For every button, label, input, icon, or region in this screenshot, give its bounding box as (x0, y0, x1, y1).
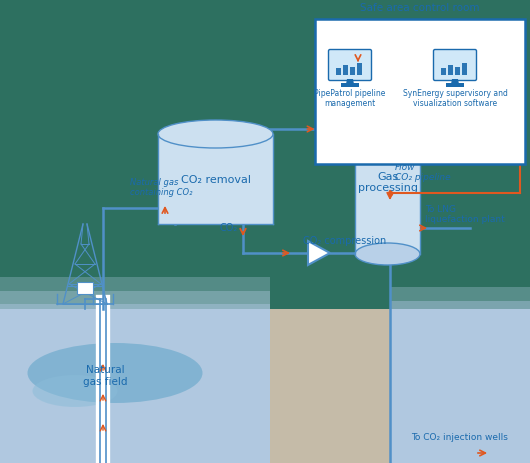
Bar (441, 69, 446, 76)
Text: To LNG
liquefaction plant: To LNG liquefaction plant (425, 204, 505, 224)
Bar (315, 20, 525, 165)
Text: Gas
processing: Gas processing (358, 171, 418, 193)
Text: SynEnergy supervisory and
visualization software: SynEnergy supervisory and visualization … (403, 89, 507, 108)
Polygon shape (390, 288, 530, 309)
Polygon shape (308, 242, 330, 265)
Polygon shape (0, 277, 270, 309)
Text: Flow
CO₂ pipeline: Flow CO₂ pipeline (395, 162, 450, 181)
Bar (350, 68, 355, 76)
Text: Safe area control room: Safe area control room (360, 3, 480, 13)
Text: Natural gas
containing CO₂: Natural gas containing CO₂ (130, 177, 192, 197)
Polygon shape (451, 80, 459, 85)
Polygon shape (0, 0, 530, 309)
Polygon shape (270, 309, 390, 463)
Ellipse shape (28, 343, 202, 403)
Bar (462, 64, 467, 76)
Text: Natural
gas field: Natural gas field (83, 364, 127, 386)
Ellipse shape (355, 111, 420, 149)
Polygon shape (390, 309, 530, 463)
Text: CO₂ compression: CO₂ compression (303, 236, 386, 245)
FancyBboxPatch shape (434, 50, 476, 81)
Bar (355, 130, 420, 255)
Polygon shape (390, 301, 530, 309)
Ellipse shape (32, 375, 118, 407)
Bar (448, 65, 453, 76)
Text: PipePatrol pipeline
management: PipePatrol pipeline management (314, 89, 386, 108)
Bar (455, 68, 460, 76)
Polygon shape (0, 309, 270, 463)
Text: CO₂ removal: CO₂ removal (181, 175, 251, 185)
Polygon shape (346, 80, 354, 85)
Bar (446, 84, 464, 88)
Bar (357, 64, 362, 76)
Bar (341, 84, 359, 88)
Ellipse shape (158, 121, 273, 149)
Ellipse shape (355, 244, 420, 265)
Bar (343, 65, 348, 76)
Bar (77, 282, 93, 294)
Polygon shape (0, 291, 270, 309)
Text: To CO₂ injection wells: To CO₂ injection wells (412, 432, 508, 441)
Text: CO₂: CO₂ (220, 223, 238, 232)
FancyBboxPatch shape (329, 50, 372, 81)
Polygon shape (0, 304, 270, 309)
Bar (158, 135, 273, 225)
Bar (336, 69, 341, 76)
